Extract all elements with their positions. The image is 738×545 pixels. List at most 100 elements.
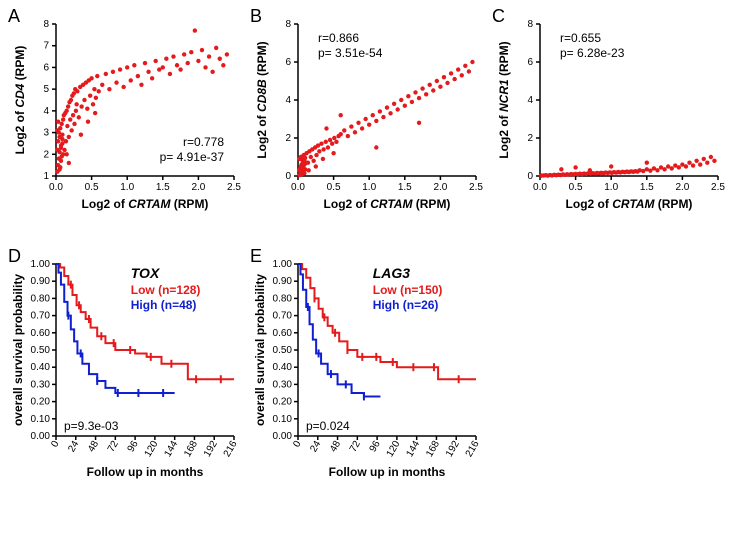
svg-text:0.0: 0.0: [291, 182, 305, 193]
svg-text:0.30: 0.30: [31, 379, 51, 390]
svg-text:0: 0: [49, 439, 62, 450]
svg-text:0.70: 0.70: [31, 311, 51, 322]
svg-text:0: 0: [527, 171, 533, 182]
scatter-ncr1: 0.00.51.01.52.02.502468Log2 of CRTAM (RP…: [494, 10, 726, 220]
svg-text:1.5: 1.5: [398, 182, 412, 193]
panel-label-c: C: [492, 6, 505, 27]
svg-text:Log2 of CRTAM (RPM): Log2 of CRTAM (RPM): [82, 197, 209, 211]
svg-text:Log2 of NCR1 (RPM): Log2 of NCR1 (RPM): [497, 41, 511, 158]
svg-text:overall survival probability: overall survival probability: [11, 274, 25, 426]
svg-text:0.50: 0.50: [273, 345, 293, 356]
svg-text:120: 120: [385, 439, 403, 459]
svg-text:0.80: 0.80: [31, 293, 51, 304]
svg-text:2: 2: [285, 133, 291, 144]
svg-text:1.0: 1.0: [120, 182, 134, 193]
svg-text:0.40: 0.40: [273, 362, 293, 373]
svg-text:0.10: 0.10: [31, 414, 51, 425]
svg-text:Log2 of CD4 (RPM): Log2 of CD4 (RPM): [13, 46, 27, 155]
km-tox: 0244872961201441681922160.000.100.200.30…: [10, 250, 242, 480]
svg-text:p=0.024: p=0.024: [306, 419, 350, 433]
svg-text:High (n=48): High (n=48): [131, 298, 197, 312]
svg-text:0.20: 0.20: [31, 397, 51, 408]
svg-text:Log2 of CRTAM (RPM): Log2 of CRTAM (RPM): [566, 197, 693, 211]
svg-text:overall survival probability: overall survival probability: [253, 274, 267, 426]
figure-grid: A 0.00.51.01.52.02.512345678Log2 of CRTA…: [10, 10, 728, 480]
svg-text:48: 48: [86, 439, 101, 455]
svg-text:0.60: 0.60: [273, 328, 293, 339]
svg-text:LAG3: LAG3: [373, 265, 411, 281]
svg-text:r=0.866: r=0.866: [318, 31, 359, 45]
svg-text:96: 96: [126, 439, 141, 455]
svg-text:1.5: 1.5: [156, 182, 170, 193]
panel-label-a: A: [8, 6, 20, 27]
svg-text:3: 3: [43, 128, 49, 139]
svg-text:r=0.778: r=0.778: [183, 135, 224, 149]
svg-text:8: 8: [527, 19, 533, 30]
svg-text:72: 72: [348, 439, 363, 455]
scatter-cd8b: 0.0 0.5 1.0 1.5 2.0 2.5 0 2 4 6 8 Log2 of CRTAM (RP…: [252, 10, 484, 220]
svg-text:High (n=26): High (n=26): [373, 298, 439, 312]
svg-text:p= 4.91e-37: p= 4.91e-37: [160, 150, 225, 164]
svg-text:192: 192: [444, 439, 462, 459]
svg-text:p=9.3e-03: p=9.3e-03: [64, 419, 119, 433]
svg-text:0.20: 0.20: [273, 397, 293, 408]
svg-text:0.50: 0.50: [31, 345, 51, 356]
svg-text:144: 144: [162, 439, 180, 459]
svg-text:8: 8: [285, 19, 291, 30]
svg-text:0.80: 0.80: [273, 293, 293, 304]
svg-text:0.70: 0.70: [273, 311, 293, 322]
svg-text:2.0: 2.0: [433, 182, 447, 193]
svg-text:2.5: 2.5: [711, 182, 725, 193]
svg-text:192: 192: [202, 439, 220, 459]
svg-text:0: 0: [291, 439, 304, 450]
svg-text:0.5: 0.5: [85, 182, 99, 193]
svg-text:4: 4: [527, 95, 533, 106]
svg-text:Follow up in months: Follow up in months: [329, 465, 446, 479]
svg-text:Log2 of CRTAM (RPM): Log2 of CRTAM (RPM): [324, 197, 451, 211]
panel-label-b: B: [250, 6, 262, 27]
svg-text:96: 96: [368, 439, 383, 455]
panel-label-d: D: [8, 246, 21, 267]
svg-text:0.0: 0.0: [49, 182, 63, 193]
svg-text:6: 6: [43, 62, 49, 73]
panel-a: A 0.00.51.01.52.02.512345678Log2 of CRTA…: [10, 10, 244, 220]
svg-text:168: 168: [182, 439, 200, 459]
svg-text:p= 3.51e-54: p= 3.51e-54: [318, 46, 383, 60]
svg-text:8: 8: [43, 19, 49, 30]
svg-text:144: 144: [404, 439, 422, 459]
svg-text:0.90: 0.90: [31, 276, 51, 287]
svg-text:0.0: 0.0: [533, 182, 547, 193]
panel-blank: [494, 250, 728, 480]
panel-label-e: E: [250, 246, 262, 267]
svg-text:1.00: 1.00: [31, 259, 51, 270]
scatter-cd4: 0.00.51.01.52.02.512345678Log2 of CRTAM …: [10, 10, 242, 220]
svg-text:0: 0: [285, 171, 291, 182]
svg-text:4: 4: [285, 95, 291, 106]
svg-text:p= 6.28e-23: p= 6.28e-23: [560, 46, 625, 60]
svg-text:0.5: 0.5: [327, 182, 341, 193]
svg-text:6: 6: [527, 57, 533, 68]
svg-text:2: 2: [527, 133, 533, 144]
panel-d: D 0244872961201441681922160.000.100.200.…: [10, 250, 244, 480]
svg-text:72: 72: [106, 439, 121, 455]
svg-text:5: 5: [43, 84, 49, 95]
svg-text:6: 6: [285, 57, 291, 68]
svg-text:2.5: 2.5: [469, 182, 483, 193]
svg-text:Log2 of CD8B (RPM): Log2 of CD8B (RPM): [255, 41, 269, 158]
svg-text:168: 168: [424, 439, 442, 459]
svg-text:216: 216: [464, 439, 482, 459]
svg-text:0.10: 0.10: [273, 414, 293, 425]
km-lag3: 0244872961201441681922160.000.100.200.30…: [252, 250, 484, 480]
svg-text:2.0: 2.0: [191, 182, 205, 193]
panel-e: E 0244872961201441681922160.000.100.200.…: [252, 250, 486, 480]
svg-text:1.5: 1.5: [640, 182, 654, 193]
svg-text:4: 4: [43, 106, 49, 117]
svg-text:0.60: 0.60: [31, 328, 51, 339]
svg-text:48: 48: [328, 439, 343, 455]
svg-text:1.0: 1.0: [362, 182, 376, 193]
panel-c: C 0.00.51.01.52.02.502468Log2 of CRTAM (…: [494, 10, 728, 220]
svg-text:0.90: 0.90: [273, 276, 293, 287]
svg-text:216: 216: [222, 439, 240, 459]
svg-text:1: 1: [43, 171, 49, 182]
svg-text:r=0.655: r=0.655: [560, 31, 601, 45]
